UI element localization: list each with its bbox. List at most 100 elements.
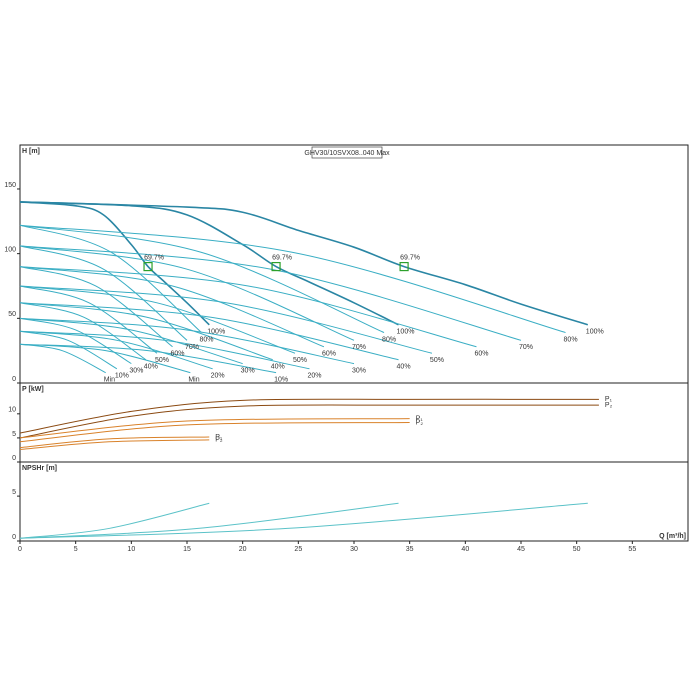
curve xyxy=(19,302,147,361)
curve xyxy=(19,302,273,361)
chart-title: GHV30/10SVX08..040 Max xyxy=(304,150,390,157)
x-tick-label: 50 xyxy=(573,546,581,553)
x-tick-label: 10 xyxy=(127,546,135,553)
curve-label: 40% xyxy=(144,364,158,371)
title-box xyxy=(311,146,383,159)
curve-label: 100% xyxy=(397,329,415,336)
curve xyxy=(19,343,191,374)
curve xyxy=(19,302,399,361)
curve xyxy=(19,266,477,348)
curve-label: 100% xyxy=(586,329,604,336)
efficiency-marker xyxy=(143,261,153,272)
curve xyxy=(19,201,589,326)
x-tick-label: 25 xyxy=(294,546,302,553)
curve-label: P₂ xyxy=(416,419,424,426)
y-tick-label: 5 xyxy=(12,489,16,496)
curve xyxy=(19,201,210,326)
y-tick-label: 5 xyxy=(12,431,16,438)
curve-label: Min xyxy=(188,376,199,383)
curve-label: 60% xyxy=(322,351,336,358)
curve-label: 70% xyxy=(352,344,366,351)
curve xyxy=(19,422,410,443)
curve-label: P₂ xyxy=(605,402,613,409)
curve xyxy=(19,285,158,354)
curve-label: 10% xyxy=(274,376,288,383)
curve-label: 50% xyxy=(430,357,444,364)
curve xyxy=(19,330,118,370)
y-tick-label: 0 xyxy=(12,534,16,541)
curve xyxy=(19,502,210,539)
x-axis-label: Q [m³/h] xyxy=(659,533,686,540)
curve xyxy=(19,224,566,334)
curve-label: 30% xyxy=(241,367,255,374)
y-axis-label: NPSHr [m] xyxy=(22,465,57,472)
curve xyxy=(19,317,243,365)
curve xyxy=(19,502,399,539)
curve xyxy=(19,439,210,450)
curve-label: Min xyxy=(104,376,115,383)
curve xyxy=(19,343,106,374)
x-tick-label: 40 xyxy=(461,546,469,553)
curve-label: 10% xyxy=(115,373,129,380)
curve-label: 100% xyxy=(207,329,225,336)
curve xyxy=(19,436,210,449)
curve-label: 70% xyxy=(185,344,199,351)
curve-label: 30% xyxy=(352,367,366,374)
curve-label: 50% xyxy=(155,357,169,364)
efficiency-label: 69.7% xyxy=(144,254,164,261)
curve-label: 80% xyxy=(382,336,396,343)
curve xyxy=(19,266,173,348)
curve-label: 50% xyxy=(293,357,307,364)
x-tick-label: 15 xyxy=(183,546,191,553)
x-tick-label: 35 xyxy=(406,546,414,553)
curve-label: 20% xyxy=(211,373,225,380)
curve-label: 80% xyxy=(564,336,578,343)
curve-label: 30% xyxy=(129,367,143,374)
curve xyxy=(19,266,325,348)
curve xyxy=(19,224,202,333)
x-tick-label: 55 xyxy=(628,546,636,553)
y-axis-label: P [kW] xyxy=(22,386,44,393)
curve-label: P₁ xyxy=(605,396,613,403)
y-axis-label: H [m] xyxy=(22,148,40,155)
curve xyxy=(19,398,599,434)
curve xyxy=(19,317,132,365)
curve xyxy=(19,502,588,539)
y-tick-label: 10 xyxy=(8,407,16,414)
x-tick-label: 45 xyxy=(517,546,525,553)
curve xyxy=(19,285,296,354)
y-tick-label: 150 xyxy=(4,182,16,189)
curve-label: 70% xyxy=(519,344,533,351)
curve-label: 40% xyxy=(397,364,411,371)
y-tick-label: 0 xyxy=(12,455,16,462)
curve-label: P₂ xyxy=(215,437,223,444)
curve-label: P₁ xyxy=(215,434,223,441)
curve-label: 40% xyxy=(271,364,285,371)
curve xyxy=(19,317,355,365)
panel-frame xyxy=(19,461,689,542)
x-tick-label: 20 xyxy=(239,546,247,553)
curve-label: 60% xyxy=(474,351,488,358)
x-tick-label: 5 xyxy=(74,546,78,553)
x-tick-label: 30 xyxy=(350,546,358,553)
y-tick-label: 0 xyxy=(12,376,16,383)
curve xyxy=(19,285,433,354)
x-tick-label: 0 xyxy=(18,546,22,553)
efficiency-label: 69.7% xyxy=(400,254,420,261)
efficiency-marker xyxy=(271,261,281,272)
curve xyxy=(19,418,410,439)
curve xyxy=(19,245,188,341)
curve-label: P₁ xyxy=(416,415,424,422)
efficiency-label: 69.7% xyxy=(272,254,292,261)
y-tick-label: 100 xyxy=(4,246,16,253)
curve-label: 60% xyxy=(171,351,185,358)
efficiency-marker xyxy=(399,261,409,272)
curve-label: 80% xyxy=(199,336,213,343)
curve xyxy=(19,245,355,341)
curve xyxy=(19,404,599,439)
y-tick-label: 50 xyxy=(8,311,16,318)
curve xyxy=(19,224,385,334)
curve xyxy=(19,330,213,370)
